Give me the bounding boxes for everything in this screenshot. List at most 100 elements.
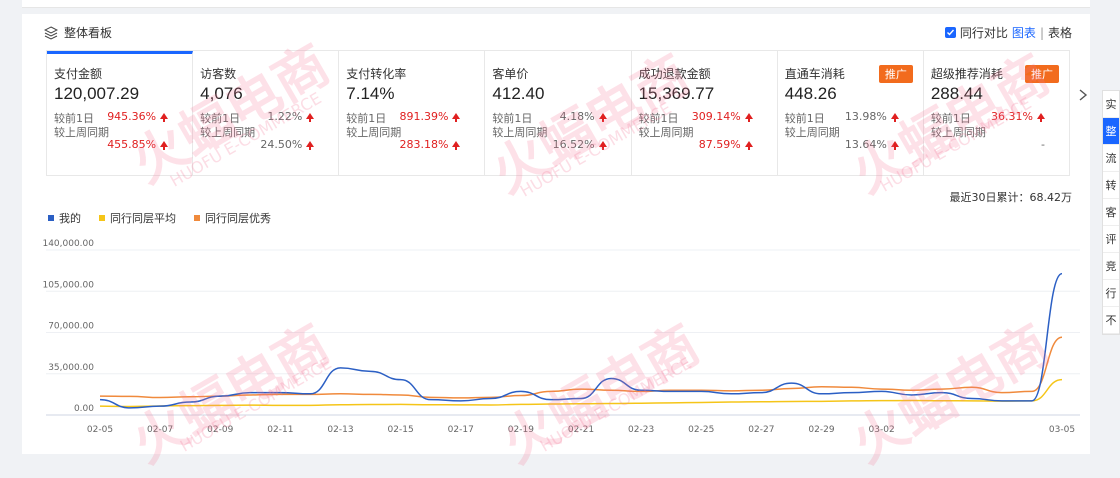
arrow-up-icon xyxy=(744,141,753,150)
week-pct: 87.59% xyxy=(698,138,741,151)
day-label: 较前1日 xyxy=(784,112,825,125)
week-pct: 16.52% xyxy=(552,138,595,151)
arrow-up-icon xyxy=(452,113,461,122)
panel-title-text: 整体看板 xyxy=(64,26,113,40)
day-pct: 945.36% xyxy=(107,110,157,123)
card-value: 7.14% xyxy=(346,84,395,103)
metric-card[interactable]: 支付转化率 7.14% 较前1日 891.39% 较上周同期 283.18% xyxy=(339,51,486,175)
x-tick-label: 02-15 xyxy=(388,425,414,435)
week-compare: 455.85% xyxy=(54,138,192,154)
week-compare: 283.18% xyxy=(346,138,484,154)
arrow-up-icon xyxy=(890,113,899,122)
y-tick-label: 140,000.00 xyxy=(42,239,94,249)
card-value: 120,007.29 xyxy=(54,84,140,103)
y-tick-label: 35,000.00 xyxy=(48,363,94,373)
day-label: 较前1日 xyxy=(346,112,387,125)
side-tab[interactable]: 行 xyxy=(1103,280,1119,307)
week-compare: 16.52% xyxy=(492,138,630,154)
metric-card[interactable]: 超级推荐消耗 288.44 较前1日 36.31% 较上周同期 - 推广 xyxy=(924,51,1069,175)
day-label: 较前1日 xyxy=(638,112,679,125)
arrow-up-icon xyxy=(160,113,169,122)
side-tab[interactable]: 评 xyxy=(1103,226,1119,253)
y-tick-label: 70,000.00 xyxy=(48,322,94,332)
day-compare: 较前1日 36.31% xyxy=(931,110,1069,125)
card-label: 支付转化率 xyxy=(346,67,407,81)
legend-swatch xyxy=(48,215,54,221)
legend-item[interactable]: 同行同层优秀 xyxy=(194,210,271,226)
week-label: 较上周同期 xyxy=(492,126,548,139)
week-label: 较上周同期 xyxy=(200,126,256,139)
week-pct: 24.50% xyxy=(260,138,303,151)
card-label: 客单价 xyxy=(492,67,529,81)
side-nav: 实整流转客评竞行不 xyxy=(1102,90,1120,335)
compare-checkbox[interactable] xyxy=(944,27,956,38)
arrow-up-icon xyxy=(1036,113,1045,122)
arrow-up-icon xyxy=(160,141,169,150)
day-compare: 较前1日 891.39% xyxy=(346,110,484,125)
compare-label[interactable]: 同行对比 xyxy=(959,26,1008,40)
arrow-up-icon xyxy=(890,141,899,150)
metric-card[interactable]: 成功退款金额 15,369.77 较前1日 309.14% 较上周同期 87.59% xyxy=(632,51,778,175)
week-compare: 87.59% xyxy=(639,138,777,154)
trend-chart: 140,000.00 105,000.00 70,000.00 35,000.00 0.… xyxy=(42,239,1080,435)
day-label: 较前1日 xyxy=(200,112,241,125)
week-pct: 455.85% xyxy=(107,138,157,151)
top-bar-remnant xyxy=(22,0,1090,8)
metric-card[interactable]: 直通车消耗 448.26 较前1日 13.98% 较上周同期 13.64% 推广 xyxy=(778,51,924,175)
week-compare: 24.50% xyxy=(200,138,338,154)
side-tab[interactable]: 不 xyxy=(1103,307,1119,334)
side-tab[interactable]: 转 xyxy=(1103,172,1119,199)
view-table-link[interactable]: 表格 xyxy=(1047,26,1072,40)
panel-header: 整体看板 同行对比 图表 | 表格 xyxy=(22,14,1090,52)
card-label: 直通车消耗 xyxy=(784,67,845,81)
week-pct: - xyxy=(1041,138,1045,151)
y-tick-label: 0.00 xyxy=(74,404,94,414)
metric-card[interactable]: 支付金额 120,007.29 较前1日 945.36% 较上周同期 455.85% xyxy=(47,51,194,175)
week-pct: 283.18% xyxy=(399,138,449,151)
side-tab[interactable]: 整 xyxy=(1103,118,1119,145)
card-value: 4,076 xyxy=(200,84,243,103)
arrow-up-icon xyxy=(452,141,461,150)
day-compare: 较前1日 1.22% xyxy=(200,110,338,125)
card-label: 超级推荐消耗 xyxy=(930,67,1003,81)
day-compare: 较前1日 13.98% xyxy=(784,110,923,125)
overview-panel: 整体看板 同行对比 图表 | 表格 支付金额 120,007.29 较前1日 945.… xyxy=(22,14,1090,454)
arrow-up-icon xyxy=(598,113,607,122)
x-tick-label: 02-13 xyxy=(327,425,353,435)
promo-tag: 推广 xyxy=(1024,65,1059,83)
day-pct: 4.18% xyxy=(559,110,595,123)
side-tab[interactable]: 实 xyxy=(1103,91,1119,118)
legend-item[interactable]: 我的 xyxy=(48,210,81,226)
week-label: 较上周同期 xyxy=(784,126,840,139)
card-value: 448.26 xyxy=(784,84,837,103)
arrow-up-icon xyxy=(744,113,753,122)
view-separator: | xyxy=(1039,25,1044,40)
chart-legend: 我的 同行同层平均 同行同层优秀 xyxy=(48,210,271,226)
series-line xyxy=(99,272,1063,409)
legend-item[interactable]: 同行同层平均 xyxy=(99,210,176,226)
day-compare: 较前1日 309.14% xyxy=(638,110,777,125)
chevron-right-icon[interactable] xyxy=(1078,88,1088,106)
day-compare: 较前1日 4.18% xyxy=(492,110,630,125)
week-compare: 13.64% xyxy=(785,138,923,154)
day-pct: 891.39% xyxy=(399,110,449,123)
card-value: 15,369.77 xyxy=(638,84,715,103)
x-tick-label: 02-27 xyxy=(748,425,774,435)
x-tick-label: 02-05 xyxy=(87,425,113,435)
day-pct: 1.22% xyxy=(267,110,303,123)
day-pct: 36.31% xyxy=(991,110,1033,123)
x-tick-label: 02-21 xyxy=(568,425,594,435)
day-label: 较前1日 xyxy=(54,112,94,125)
x-tick-label: 02-11 xyxy=(267,425,293,435)
x-tick-label: 03-05 xyxy=(1049,425,1075,435)
check-icon xyxy=(946,29,954,36)
metric-card[interactable]: 访客数 4,076 较前1日 1.22% 较上周同期 24.50% xyxy=(193,51,340,175)
view-chart-link[interactable]: 图表 xyxy=(1011,26,1036,40)
x-tick-label: 02-19 xyxy=(508,425,534,435)
side-tab[interactable]: 流 xyxy=(1103,145,1119,172)
side-tab[interactable]: 竞 xyxy=(1103,253,1119,280)
week-label: 较上周同期 xyxy=(638,126,694,139)
metric-card[interactable]: 客单价 412.40 较前1日 4.18% 较上周同期 16.52% xyxy=(485,51,632,175)
x-tick-label: 02-23 xyxy=(628,425,654,435)
side-tab[interactable]: 客 xyxy=(1103,199,1119,226)
